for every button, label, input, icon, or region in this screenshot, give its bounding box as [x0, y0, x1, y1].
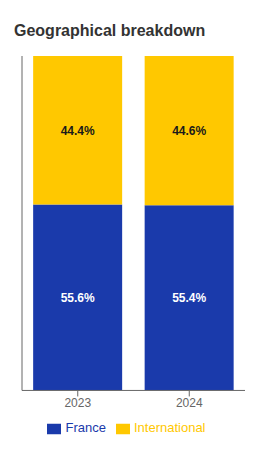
- svg-text:44.6%: 44.6%: [172, 124, 206, 138]
- html-text:France: France: [65, 420, 106, 436]
- svg-text:2023: 2023: [64, 396, 91, 410]
- html-text:Geographical breakdown: Geographical breakdown: [14, 22, 206, 39]
- svg-text:55.6%: 55.6%: [61, 291, 95, 305]
- svg-text:55.4%: 55.4%: [172, 291, 206, 305]
- svg-text:44.4%: 44.4%: [61, 124, 95, 138]
- svg-text:2024: 2024: [176, 396, 203, 410]
- html-text:International: International: [134, 420, 206, 436]
